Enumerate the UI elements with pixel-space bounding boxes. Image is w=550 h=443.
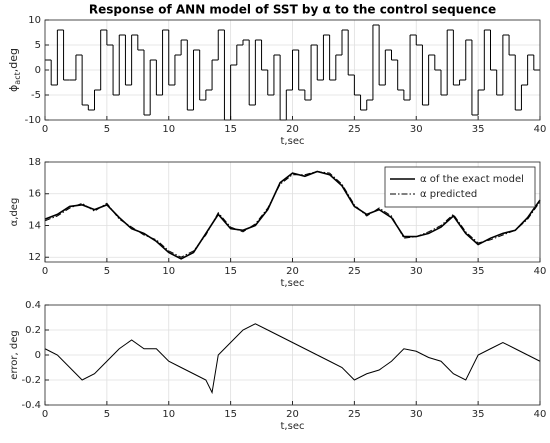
y-tick-label: -0.2	[21, 375, 41, 386]
x-tick-label: 15	[224, 409, 237, 420]
y-tick-label: 18	[28, 157, 41, 168]
x-tick-label: 30	[410, 409, 423, 420]
data-line	[44, 171, 541, 258]
legend-label: α predicted	[420, 189, 477, 200]
y-axis-label: error, deg	[9, 330, 20, 379]
y-tick-label: 0	[35, 65, 41, 76]
x-tick-label: 40	[534, 409, 547, 420]
x-tick-label: 25	[348, 409, 361, 420]
axes-box	[44, 19, 541, 121]
y-tick-label: -10	[25, 115, 41, 126]
x-tick-label: 25	[348, 124, 361, 135]
x-tick-label: 40	[534, 266, 547, 277]
y-tick-label: -0.4	[21, 400, 41, 411]
x-tick-label: 40	[534, 124, 547, 135]
x-tick-label: 0	[42, 266, 48, 277]
data-line	[44, 323, 541, 395]
y-tick-label: 12	[28, 252, 41, 263]
x-tick-label: 5	[104, 266, 110, 277]
y-axis-label-part: ϕ	[7, 85, 20, 92]
y-tick-label: 0.4	[25, 300, 41, 311]
x-tick-label: 10	[162, 266, 175, 277]
y-tick-label: -5	[31, 90, 41, 101]
legend-label: α of the exact model	[420, 174, 524, 185]
x-tick-label: 30	[410, 266, 423, 277]
x-axis-label: t,sec	[281, 421, 305, 432]
x-tick-label: 10	[162, 409, 175, 420]
x-tick-label: 5	[104, 409, 110, 420]
y-tick-label: 14	[28, 220, 41, 231]
y-axis-label-part: act	[13, 72, 22, 84]
x-tick-label: 30	[410, 124, 423, 135]
y-axis-label: α,deg	[9, 198, 20, 227]
y-tick-label: 10	[28, 15, 41, 26]
x-tick-label: 15	[224, 124, 237, 135]
x-axis-label: t,sec	[281, 278, 305, 289]
x-tick-label: 15	[224, 266, 237, 277]
axes-box	[44, 304, 541, 406]
x-tick-label: 20	[286, 266, 299, 277]
x-tick-label: 0	[42, 124, 48, 135]
legend-box	[384, 166, 536, 208]
x-tick-label: 5	[104, 124, 110, 135]
x-tick-label: 0	[42, 409, 48, 420]
x-tick-label: 25	[348, 266, 361, 277]
x-axis-label: t,sec	[281, 136, 305, 147]
x-tick-label: 35	[472, 124, 485, 135]
y-tick-label: 0.2	[25, 325, 41, 336]
chart-title: Response of ANN model of SST by α to the…	[89, 3, 496, 17]
y-tick-label: 0	[35, 350, 41, 361]
axes-box	[44, 161, 541, 263]
y-tick-label: 5	[35, 40, 41, 51]
y-axis-label: ϕact,deg	[7, 48, 22, 92]
y-axis-label-part: ,deg	[7, 48, 20, 72]
x-tick-label: 35	[472, 409, 485, 420]
x-tick-label: 35	[472, 266, 485, 277]
y-tick-label: 16	[28, 189, 41, 200]
x-tick-label: 10	[162, 124, 175, 135]
x-tick-label: 20	[286, 409, 299, 420]
x-tick-label: 20	[286, 124, 299, 135]
